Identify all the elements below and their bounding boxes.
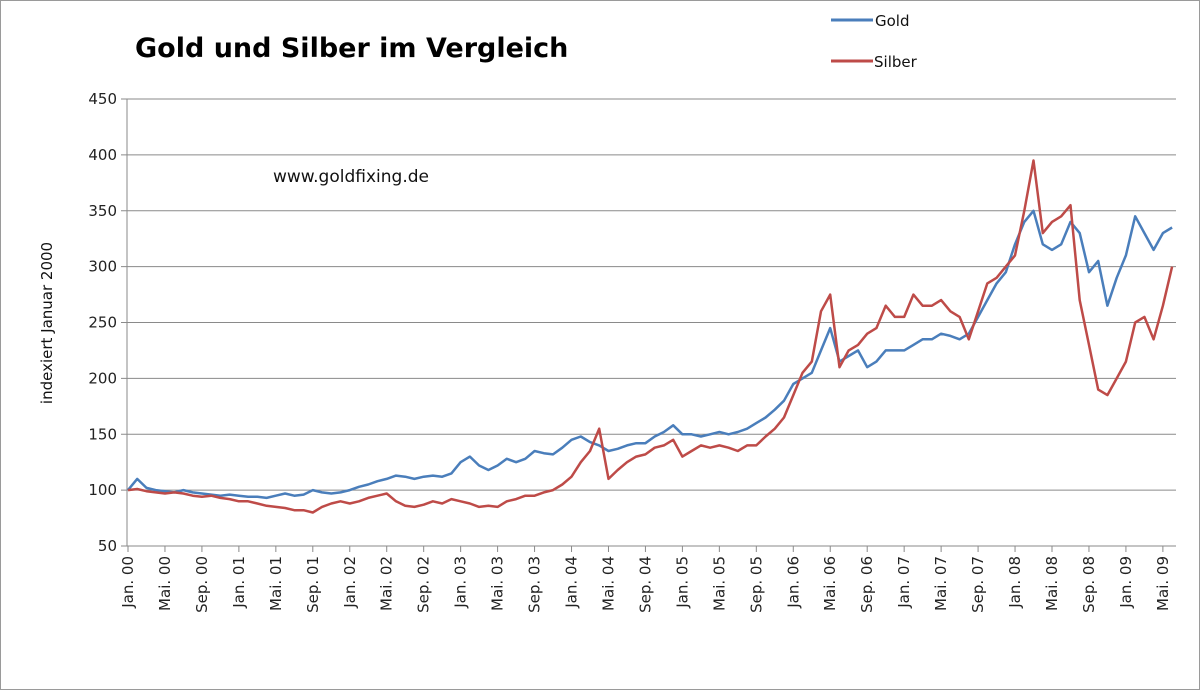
y-tick-label: 450: [88, 90, 117, 108]
x-tick-label: Jan. 07: [895, 556, 913, 609]
x-tick-label: Sep. 04: [636, 556, 654, 613]
x-tick-label: Sep. 05: [747, 556, 765, 613]
x-tick-label: Sep. 02: [415, 556, 433, 613]
x-tick-label: Jan. 09: [1117, 556, 1135, 609]
watermark-annotation: www.goldfixing.de: [273, 167, 429, 187]
x-tick-label: Sep. 07: [969, 556, 987, 613]
y-tick-label: 300: [88, 258, 117, 276]
x-tick-label: Mai. 05: [710, 556, 728, 611]
x-tick-label: Jan. 00: [119, 556, 137, 609]
x-tick-label: Jan. 08: [1006, 556, 1024, 609]
series-line-silber: [127, 159, 1174, 514]
y-tick-label: 100: [88, 481, 117, 499]
x-tick-label: Mai. 07: [932, 556, 950, 611]
x-tick-label: Mai. 09: [1154, 556, 1172, 611]
y-tick-label: 400: [88, 146, 117, 164]
x-tick-label: Jan. 04: [563, 556, 581, 609]
y-axis-label: indexiert Januar 2000: [38, 242, 56, 404]
legend-label-silber: Silber: [874, 53, 918, 71]
x-tick-label: Jan. 01: [230, 556, 248, 609]
x-tick-label: Jan. 03: [452, 556, 470, 609]
x-tick-label: Mai. 01: [267, 556, 285, 611]
x-tick-label: Mai. 08: [1043, 556, 1061, 611]
x-tick-label: Mai. 04: [599, 556, 617, 611]
x-tick-label: Sep. 06: [858, 556, 876, 613]
y-tick-label: 250: [88, 314, 117, 332]
legend: Gold Silber: [831, 12, 918, 71]
x-tick-label: Sep. 08: [1080, 556, 1098, 613]
x-tick-label: Jan. 05: [673, 556, 691, 609]
chart-title: Gold und Silber im Vergleich: [135, 33, 568, 64]
series-line-gold: [127, 209, 1173, 500]
y-tick-label: 200: [88, 369, 117, 387]
x-tick-label: Mai. 02: [378, 556, 396, 611]
x-tick-label: Mai. 06: [821, 556, 839, 611]
legend-label-gold: Gold: [875, 12, 910, 30]
y-tick-label: 50: [98, 537, 117, 555]
x-tick-label: Sep. 03: [526, 556, 544, 613]
x-tick-label: Mai. 00: [156, 556, 174, 611]
x-tick-label: Jan. 02: [341, 556, 359, 609]
y-tick-label: 350: [88, 202, 117, 220]
x-tick-label: Sep. 00: [193, 556, 211, 613]
x-tick-label: Sep. 01: [304, 556, 322, 613]
x-tick-label: Mai. 03: [489, 556, 507, 611]
x-tick-label: Jan. 06: [784, 556, 802, 609]
y-tick-label: 150: [88, 425, 117, 443]
